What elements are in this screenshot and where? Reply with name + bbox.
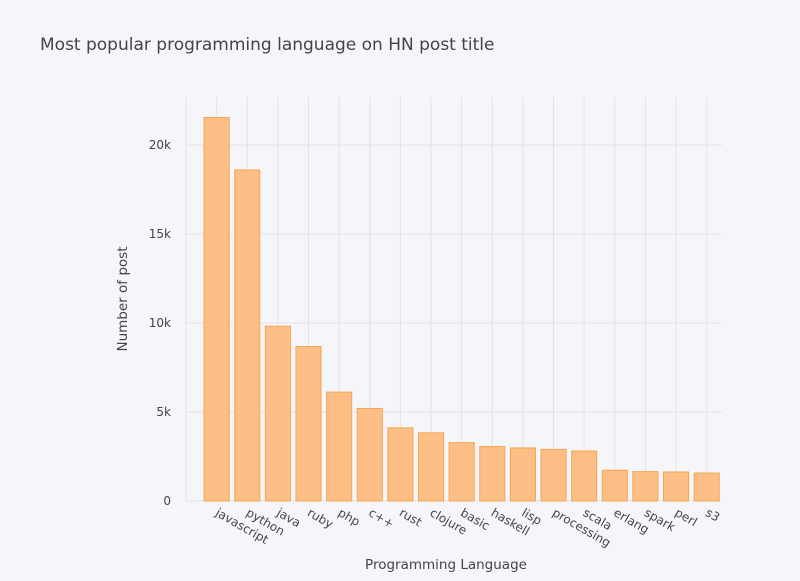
- x-tick-label: c++: [366, 505, 396, 530]
- y-tick-label: 5k: [156, 405, 171, 419]
- y-tick-label: 10k: [149, 316, 171, 330]
- bar-clojure: [417, 432, 445, 502]
- x-tick-label: php: [336, 505, 363, 529]
- x-tick-label: rust: [397, 505, 425, 529]
- bar-rust: [387, 427, 414, 502]
- bar-javascript: [203, 116, 230, 502]
- bar-python: [234, 169, 261, 502]
- x-axis-title: Programming Language: [365, 557, 527, 573]
- bar-spark: [632, 471, 659, 502]
- bar-haskell: [479, 446, 506, 502]
- x-tick-label: perl: [673, 505, 700, 529]
- y-tick-label: 15k: [149, 227, 171, 241]
- bar-php: [326, 391, 353, 502]
- y-axis-title: Number of post: [115, 247, 131, 352]
- bar-java: [264, 325, 291, 502]
- bar-erlang: [601, 469, 628, 502]
- bars: [203, 116, 720, 502]
- y-tick-label: 0: [163, 494, 171, 508]
- bar-c--: [356, 407, 383, 502]
- x-tick-label: ruby: [305, 505, 336, 531]
- chart-title: Most popular programming language on HN …: [40, 35, 495, 55]
- bar-s3: [693, 472, 720, 502]
- bar-scala: [571, 450, 598, 502]
- bar-perl: [662, 471, 690, 502]
- bar-basic: [448, 442, 475, 502]
- bar-ruby: [295, 346, 322, 502]
- bar-lisp: [509, 447, 536, 502]
- y-axis-ticks: 0 5k 10k 15k 20k: [149, 138, 171, 508]
- bar-processing: [540, 448, 567, 502]
- y-tick-label: 20k: [149, 138, 171, 152]
- x-tick-label: s3: [703, 505, 722, 524]
